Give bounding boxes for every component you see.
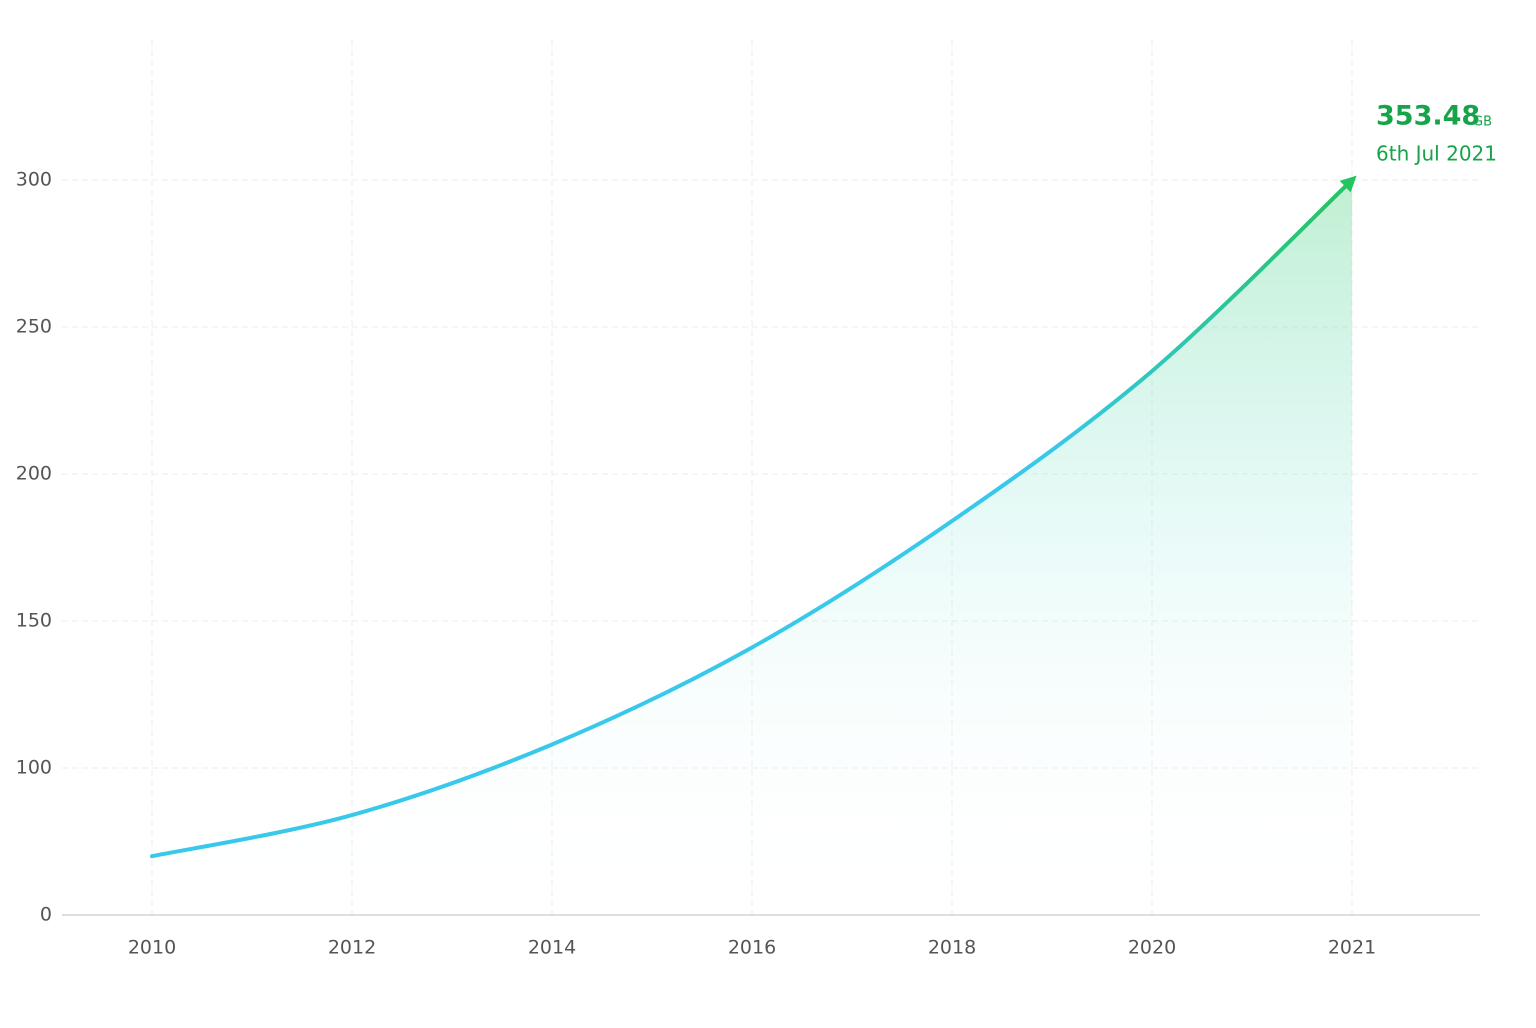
annotation-value: 353.48	[1376, 101, 1480, 132]
annotation-date: 6th Jul 2021	[1376, 142, 1497, 166]
x-tick-label: 2018	[928, 937, 976, 959]
x-tick-label: 2012	[328, 937, 376, 959]
x-tick-label: 2016	[728, 937, 776, 959]
x-tick-label: 2020	[1128, 937, 1176, 959]
x-tick-label: 2010	[128, 937, 176, 959]
annotation-unit: GB	[1473, 115, 1492, 130]
y-tick-label: 300	[16, 169, 52, 191]
y-tick-label: 200	[16, 463, 52, 485]
area	[152, 180, 1352, 915]
y-tick-label: 250	[16, 316, 52, 338]
y-tick-label: 100	[16, 757, 52, 779]
x-tick-label: 2021	[1328, 937, 1376, 959]
line	[150, 175, 1357, 859]
y-tick-label: 0	[40, 904, 52, 926]
x-tick-label: 2014	[528, 937, 576, 959]
y-tick-label: 150	[16, 610, 52, 632]
